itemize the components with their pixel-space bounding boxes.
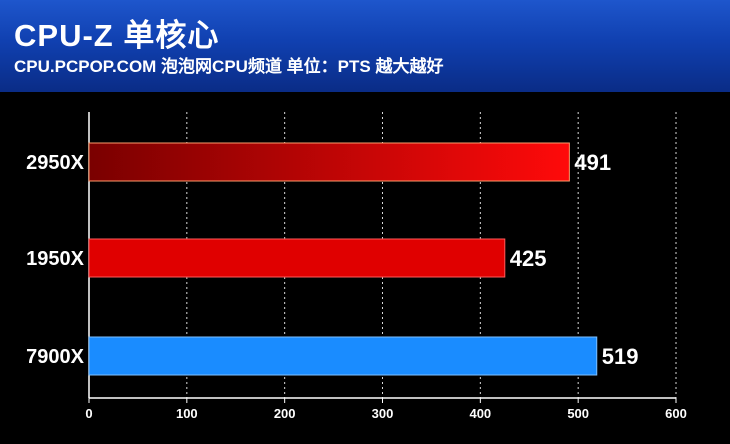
x-tick-label: 500 [567, 406, 589, 421]
bar-2950X [88, 142, 570, 182]
value-label: 491 [574, 150, 611, 175]
category-label: 2950X [26, 152, 84, 174]
x-tick-label: 400 [469, 406, 491, 421]
chart-subtitle: CPU.PCPOP.COM 泡泡网CPU频道 单位：PTS 越大越好 [14, 57, 444, 76]
x-tick-label: 100 [176, 406, 198, 421]
x-tick-label: 0 [85, 406, 92, 421]
x-tick-label: 600 [665, 406, 687, 421]
category-label: 1950X [26, 248, 84, 270]
value-label: 519 [602, 344, 639, 369]
category-label: 7900X [26, 346, 84, 368]
bar-7900X [88, 336, 598, 376]
bar-1950X [88, 238, 506, 278]
x-tick-label: 300 [372, 406, 394, 421]
x-tick-label: 200 [274, 406, 296, 421]
chart-title: CPU-Z 单核心 [14, 18, 220, 53]
value-label: 425 [510, 246, 547, 271]
chart-header: CPU-Z 单核心 CPU.PCPOP.COM 泡泡网CPU频道 单位：PTS … [0, 0, 730, 92]
